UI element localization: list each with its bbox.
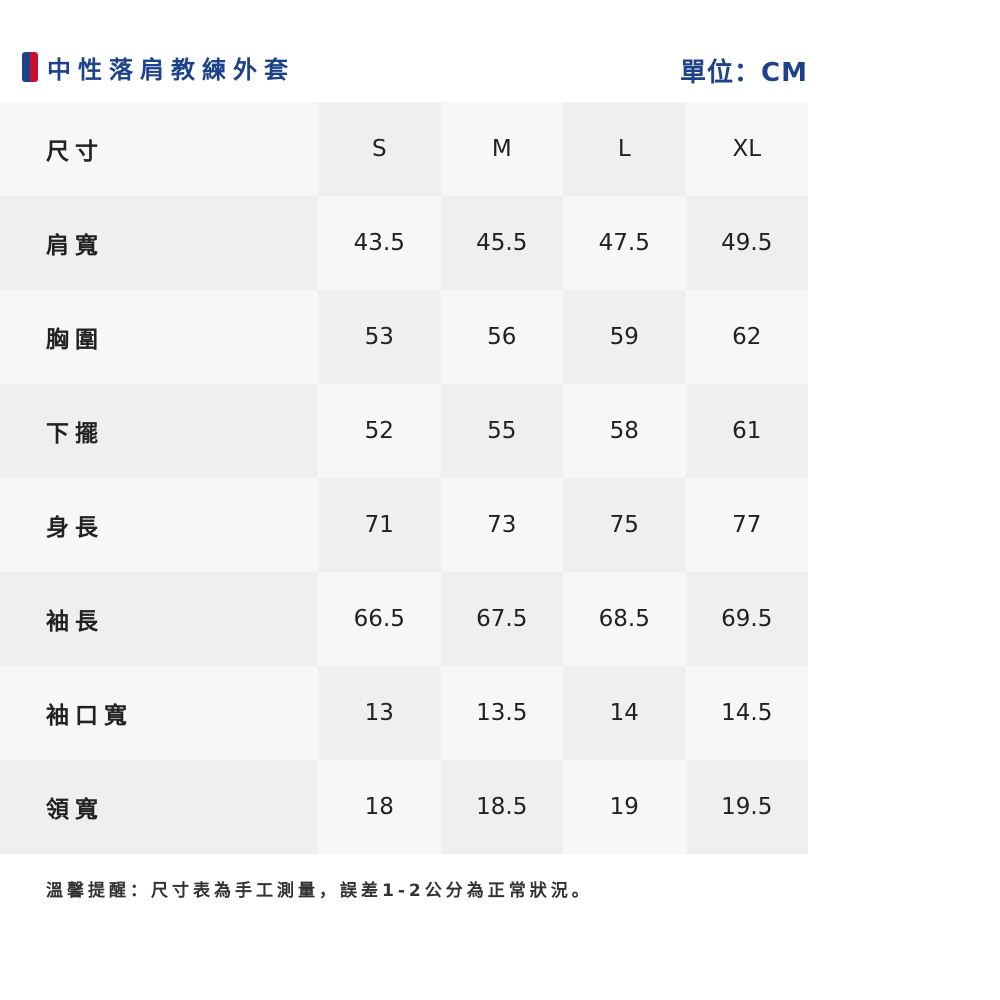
table-cell: 19.5: [685, 760, 808, 854]
table-cell: 61: [685, 384, 808, 478]
table-row: 袖口寬 13 13.5 14 14.5: [0, 666, 808, 760]
table-row: 胸圍 53 56 59 62: [0, 290, 808, 384]
table-cell: 43.5: [318, 196, 441, 290]
measurement-note: 溫馨提醒：尺寸表為手工測量，誤差1-2公分為正常狀況。: [46, 881, 593, 901]
table-cell: 67.5: [440, 572, 564, 666]
table-header-row: 尺寸 S M L XL: [0, 102, 808, 196]
table-cell: 19: [563, 760, 686, 854]
table-cell: 55: [440, 384, 564, 478]
table-cell: 14.5: [685, 666, 808, 760]
row-label: 下擺: [0, 384, 319, 478]
row-label: 胸圍: [0, 290, 319, 384]
table-row: 身長 71 73 75 77: [0, 478, 808, 572]
table-cell: 53: [318, 290, 441, 384]
table-cell: 59: [563, 290, 686, 384]
table-cell: 13.5: [440, 666, 564, 760]
table-cell: 68.5: [563, 572, 686, 666]
size-table: 尺寸 S M L XL 肩寬 43.5 45.5 47.5 49.5 胸圍 53 56 59 62 下擺 52 5…: [0, 102, 808, 854]
table-cell: 62: [685, 290, 808, 384]
chart-title: 中性落肩教練外套: [22, 50, 295, 84]
table-cell: 49.5: [685, 196, 808, 290]
row-label: 身長: [0, 478, 319, 572]
table-row: 袖長 66.5 67.5 68.5 69.5: [0, 572, 808, 666]
table-cell: 18: [318, 760, 441, 854]
table-cell: 75: [563, 478, 686, 572]
table-row: 下擺 52 55 58 61: [0, 384, 808, 478]
unit-label: 單位：CM: [680, 58, 808, 88]
table-cell: 77: [685, 478, 808, 572]
size-header: S: [318, 102, 441, 196]
table-cell: 56: [440, 290, 564, 384]
size-header: L: [563, 102, 686, 196]
size-header: XL: [685, 102, 808, 196]
table-cell: 47.5: [563, 196, 686, 290]
row-label: 領寬: [0, 760, 319, 854]
table-cell: 73: [440, 478, 564, 572]
table-cell: 58: [563, 384, 686, 478]
table-cell: 52: [318, 384, 441, 478]
table-row: 肩寬 43.5 45.5 47.5 49.5: [0, 196, 808, 290]
table-cell: 45.5: [440, 196, 564, 290]
table-cell: 66.5: [318, 572, 441, 666]
size-header: M: [440, 102, 564, 196]
table-cell: 71: [318, 478, 441, 572]
row-label: 袖口寬: [0, 666, 319, 760]
nba-logo-icon: [22, 52, 38, 82]
table-cell: 69.5: [685, 572, 808, 666]
product-title: 中性落肩教練外套: [47, 55, 295, 84]
table-cell: 14: [563, 666, 686, 760]
table-cell: 13: [318, 666, 441, 760]
row-label: 肩寬: [0, 196, 319, 290]
table-cell: 18.5: [440, 760, 564, 854]
row-label: 袖長: [0, 572, 319, 666]
table-row: 領寬 18 18.5 19 19.5: [0, 760, 808, 854]
row-label: 尺寸: [0, 102, 319, 196]
